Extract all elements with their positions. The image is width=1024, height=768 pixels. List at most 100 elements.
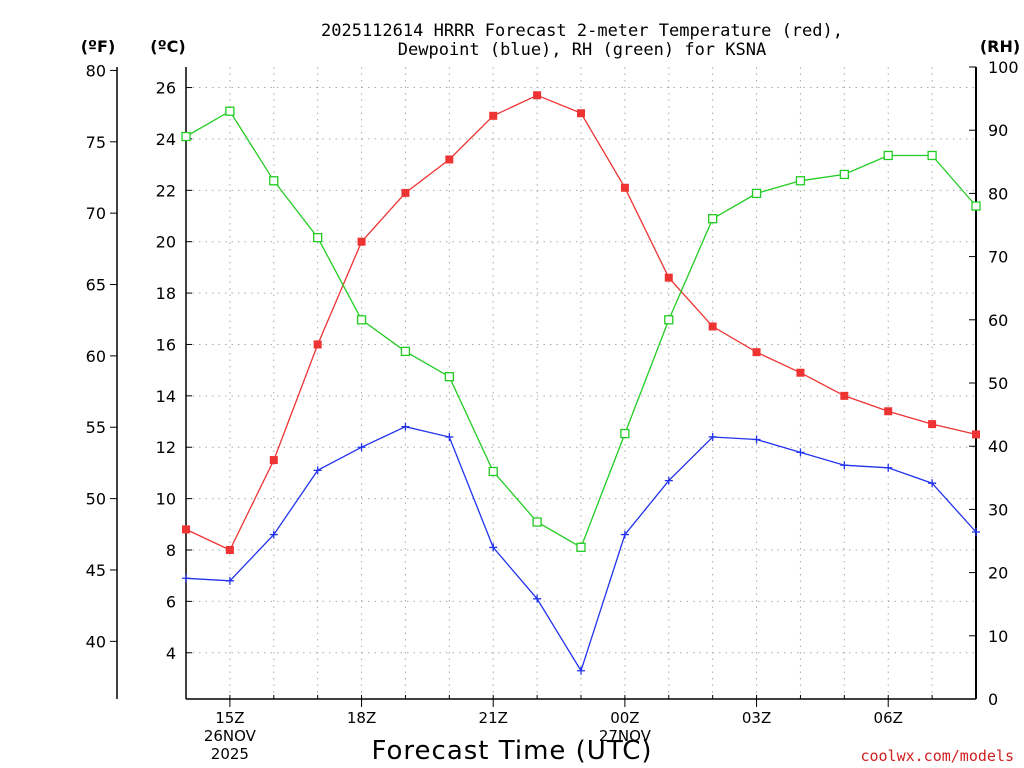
x-tick-label: 03Z	[742, 709, 771, 727]
x-tick-label: 26NOV	[204, 727, 257, 745]
rh-tick-label: 40	[988, 437, 1008, 456]
dewpoint-point	[884, 463, 893, 472]
dewpoint-point	[225, 576, 234, 585]
x-tick-label: 00Z	[610, 709, 639, 727]
unit-label-fahrenheit: (ºF)	[81, 37, 116, 56]
rh-point	[313, 232, 323, 243]
temperature-point	[928, 420, 937, 429]
rh-line	[185, 110, 977, 549]
rh-point	[225, 106, 235, 116]
dewpoint-point	[313, 466, 322, 475]
unit-label-celsius: (ºC)	[150, 37, 185, 56]
temperature-line	[185, 94, 977, 551]
celsius-tick-label: 6	[166, 592, 176, 611]
rh-tick-label: 60	[988, 311, 1008, 330]
fahrenheit-tick-label: 40	[86, 632, 106, 651]
dewpoint-point	[928, 479, 937, 488]
rh-point	[927, 150, 937, 161]
fahrenheit-tick-label: 45	[86, 561, 106, 580]
x-tick-label: 18Z	[347, 709, 376, 727]
fahrenheit-tick-label: 60	[86, 347, 106, 366]
fahrenheit-tick-label: 50	[86, 490, 106, 509]
rh-tick-label: 0	[988, 690, 998, 709]
temperature-point	[357, 237, 366, 246]
x-tick-label: 06Z	[874, 709, 903, 727]
temperature-point	[796, 368, 805, 377]
temperature-point	[752, 348, 761, 357]
celsius-tick-label: 16	[156, 335, 176, 354]
rh-tick-label: 90	[988, 121, 1008, 140]
x-tick-label: 21Z	[479, 709, 508, 727]
dewpoint-point	[489, 543, 498, 552]
dewpoint-point	[269, 530, 278, 539]
rh-tick-label: 30	[988, 500, 1008, 519]
rh-tick-label: 50	[988, 374, 1008, 393]
dewpoint-point	[708, 432, 717, 441]
celsius-tick-label: 10	[156, 490, 176, 509]
x-tick-label: 2025	[211, 745, 249, 763]
temperature-point	[225, 545, 234, 554]
temperature-point	[269, 456, 278, 465]
chart-title-line2: Dewpoint (blue), RH (green) for KSNA	[398, 40, 766, 60]
fahrenheit-tick-label: 70	[86, 204, 106, 223]
dewpoint-point	[840, 461, 849, 470]
rh-point	[356, 315, 367, 325]
rh-point	[751, 188, 762, 199]
celsius-tick-label: 4	[166, 644, 176, 663]
fahrenheit-tick-label: 80	[86, 61, 106, 80]
temperature-point	[313, 340, 322, 349]
temperature-point	[840, 391, 849, 400]
series-temperature	[182, 91, 980, 554]
rh-point	[576, 542, 586, 552]
dewpoint-point	[182, 574, 190, 583]
celsius-tick-label: 8	[166, 541, 176, 560]
celsius-tick-label: 18	[156, 284, 176, 303]
rh-tick-label: 20	[988, 564, 1008, 583]
rh-point	[444, 372, 454, 382]
series-group	[181, 91, 981, 675]
fahrenheit-tick-label: 65	[86, 276, 106, 295]
celsius-tick-label: 22	[156, 181, 176, 200]
x-tick-label: 27NOV	[599, 727, 652, 745]
rh-point	[883, 150, 893, 161]
temperature-point	[445, 155, 454, 164]
rh-tick-label: 70	[988, 248, 1008, 267]
credit-text: coolwx.com/models	[860, 747, 1014, 765]
dewpoint-point	[577, 666, 585, 675]
chart-title-line1: 2025112614 HRRR Forecast 2-meter Tempera…	[321, 21, 843, 41]
fahrenheit-tick-label: 55	[86, 418, 106, 437]
gridlines	[186, 67, 976, 699]
rh-point	[971, 201, 981, 211]
rh-point	[795, 176, 806, 186]
rh-point	[269, 176, 279, 186]
rh-tick-label: 100	[988, 58, 1019, 77]
fahrenheit-tick-label: 75	[86, 133, 106, 152]
temperature-point	[401, 188, 410, 197]
temperature-point	[664, 273, 673, 282]
rh-tick-label: 80	[988, 184, 1008, 203]
x-axis-label: Forecast Time (UTC)	[371, 736, 652, 766]
rh-point	[532, 517, 542, 527]
dewpoint-point	[445, 432, 454, 441]
celsius-tick-label: 24	[156, 130, 176, 149]
rh-point	[620, 428, 630, 439]
celsius-tick-label: 26	[156, 79, 176, 98]
temperature-point	[708, 322, 717, 331]
rh-point	[181, 131, 191, 142]
rh-point	[839, 169, 849, 180]
dewpoint-point	[664, 476, 673, 485]
rh-point	[400, 346, 411, 357]
temperature-point	[577, 109, 585, 118]
temperature-point	[533, 91, 542, 100]
dewpoint-point	[752, 435, 761, 444]
dewpoint-point	[357, 443, 366, 452]
dewpoint-point	[401, 422, 410, 431]
dewpoint-point	[972, 528, 980, 537]
axes: 4 6 8 10 12 14 16 18 20 22 24 26 40 45 50 55 60 65 70 75 80 0…	[86, 58, 1019, 763]
temperature-point	[489, 111, 498, 120]
temperature-point	[972, 430, 980, 439]
series-rh	[181, 106, 981, 552]
celsius-tick-label: 20	[156, 233, 176, 252]
dewpoint-point	[533, 594, 542, 603]
